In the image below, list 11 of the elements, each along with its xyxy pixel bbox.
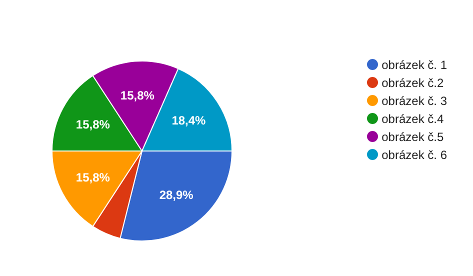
data-label: 15,8% — [120, 88, 155, 102]
legend-label: obrázek č.5 — [382, 130, 444, 144]
data-label: 18,4% — [172, 114, 206, 128]
data-label: 15,8% — [76, 170, 110, 185]
data-label: 28,9% — [159, 188, 194, 202]
legend-label: obrázek č. 1 — [382, 58, 447, 72]
legend-label: obrázek č. 6 — [382, 148, 447, 162]
legend-label: obrázek č. 3 — [382, 94, 447, 108]
data-label: 15,8% — [76, 117, 110, 132]
legend-label: obrázek č.4 — [382, 112, 444, 126]
legend-label: obrázek č.2 — [382, 76, 444, 90]
